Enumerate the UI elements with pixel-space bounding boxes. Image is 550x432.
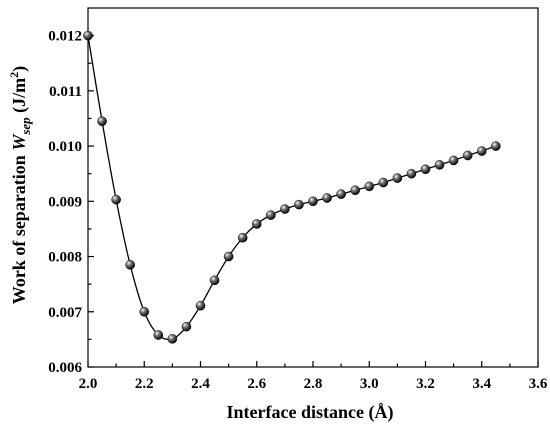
data-point: [251, 219, 262, 229]
y-tick-label: 0.007: [48, 305, 82, 321]
data-point: [322, 193, 332, 203]
series-line: [87, 35, 497, 341]
data-point: [167, 334, 178, 344]
data-point: [350, 185, 360, 196]
data-point: [139, 306, 150, 317]
data-point: [125, 260, 135, 270]
data-point: [434, 160, 445, 170]
x-tick-label: 3.6: [529, 376, 548, 392]
y-tick-label: 0.010: [48, 139, 82, 155]
data-point: [308, 196, 318, 207]
x-tick-label: 3.2: [416, 376, 435, 392]
data-point: [392, 173, 403, 183]
data-point: [181, 321, 192, 332]
data-point: [280, 204, 290, 214]
y-axis-title-symbol: W: [9, 133, 29, 151]
x-tick-label: 2.2: [135, 376, 154, 392]
x-tick-label: 2.6: [247, 376, 266, 392]
data-point: [195, 300, 206, 311]
data-point: [209, 275, 220, 286]
data-point: [294, 199, 304, 210]
data-point: [491, 141, 501, 151]
data-point: [448, 155, 459, 166]
data-point: [420, 164, 431, 175]
plot-frame: [87, 7, 539, 368]
data-point: [336, 189, 346, 199]
y-axis-title-unit-suffix: ): [9, 66, 30, 72]
data-point: [97, 116, 107, 127]
data-point: [111, 194, 121, 205]
y-axis-title-unit-sup: 2: [7, 72, 21, 78]
plot-area: 2.0 2.2 2.4 2.6 2.8 3.0 3.2 3.4 3.6 0.006 0.007 0.0…: [48, 7, 548, 392]
x-tick-label: 2.8: [304, 376, 323, 392]
data-point: [364, 181, 375, 192]
data-point: [378, 177, 389, 188]
data-point: [153, 330, 164, 340]
y-axis-title: Work of separation Wsep (J/m2): [7, 66, 33, 304]
x-tick-label: 2.0: [79, 376, 98, 392]
x-tick-label: 3.4: [472, 376, 491, 392]
y-axis-title-main: Work of separation: [9, 151, 29, 305]
data-point: [83, 30, 93, 41]
x-axis-title: Interface distance (Å): [227, 402, 394, 423]
y-tick-label: 0.006: [48, 360, 82, 376]
y-axis-title-subscript: sep: [18, 117, 33, 136]
data-point: [406, 168, 417, 179]
x-tick-label: 2.4: [191, 376, 210, 392]
svg-text:Work of separation Wsep (J/m2): Work of separation Wsep (J/m2): [7, 66, 33, 304]
y-tick-label: 0.011: [49, 84, 82, 100]
y-tick-label: 0.009: [48, 194, 82, 210]
data-point: [266, 210, 276, 220]
data-point: [462, 150, 473, 161]
y-axis-title-unit-prefix: (J/m: [9, 78, 30, 118]
data-point: [237, 232, 248, 243]
x-tick-label: 3.0: [360, 376, 379, 392]
y-tick-label: 0.012: [48, 29, 82, 45]
data-point: [476, 146, 487, 156]
y-tick-label: 0.008: [48, 250, 82, 266]
data-point: [223, 251, 234, 262]
